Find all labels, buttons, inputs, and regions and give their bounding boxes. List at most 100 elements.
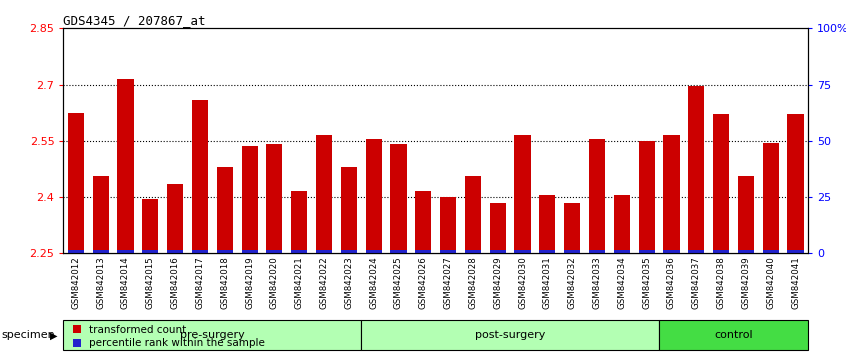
Bar <box>464 176 481 253</box>
Text: GSM842023: GSM842023 <box>344 257 354 309</box>
Text: GSM842030: GSM842030 <box>518 257 527 309</box>
Bar <box>118 79 134 253</box>
Bar <box>341 250 357 253</box>
Bar <box>663 135 679 253</box>
Bar <box>564 202 580 253</box>
Bar <box>316 250 332 253</box>
Bar <box>639 141 655 253</box>
Bar <box>613 250 630 253</box>
Bar <box>659 320 808 350</box>
Bar <box>63 320 361 350</box>
Text: GSM842016: GSM842016 <box>171 257 179 309</box>
Bar <box>92 250 109 253</box>
Text: GSM842018: GSM842018 <box>220 257 229 309</box>
Bar <box>514 250 530 253</box>
Text: specimen: specimen <box>2 330 56 341</box>
Legend: transformed count, percentile rank within the sample: transformed count, percentile rank withi… <box>69 321 270 352</box>
Text: GSM842021: GSM842021 <box>294 257 304 309</box>
Bar <box>415 250 431 253</box>
Bar <box>613 195 630 253</box>
Bar <box>390 250 407 253</box>
Text: GSM842020: GSM842020 <box>270 257 279 309</box>
Text: GSM842038: GSM842038 <box>717 257 726 309</box>
Bar <box>291 250 307 253</box>
Text: GSM842024: GSM842024 <box>369 257 378 309</box>
Bar <box>341 167 357 253</box>
Text: pre-surgery: pre-surgery <box>180 330 244 341</box>
Bar <box>688 250 705 253</box>
Text: GSM842035: GSM842035 <box>642 257 651 309</box>
Bar <box>589 250 605 253</box>
Text: GSM842037: GSM842037 <box>692 257 700 309</box>
Bar <box>217 167 233 253</box>
Text: GSM842026: GSM842026 <box>419 257 428 309</box>
Text: GSM842027: GSM842027 <box>443 257 453 309</box>
Bar <box>639 250 655 253</box>
Bar <box>440 197 456 253</box>
Bar <box>192 99 208 253</box>
Bar <box>266 250 283 253</box>
Bar <box>68 113 84 253</box>
Bar <box>316 135 332 253</box>
Text: GSM842013: GSM842013 <box>96 257 105 309</box>
Text: post-surgery: post-surgery <box>475 330 546 341</box>
Bar <box>688 86 705 253</box>
Text: GSM842041: GSM842041 <box>791 257 800 309</box>
Bar <box>738 176 754 253</box>
Bar <box>514 135 530 253</box>
Bar <box>167 184 184 253</box>
Bar <box>713 114 729 253</box>
Bar <box>365 139 382 253</box>
Bar <box>192 250 208 253</box>
Text: GSM842025: GSM842025 <box>394 257 403 309</box>
Bar <box>564 250 580 253</box>
Text: GSM842039: GSM842039 <box>741 257 750 309</box>
Bar <box>217 250 233 253</box>
Text: control: control <box>714 330 753 341</box>
Text: GSM842014: GSM842014 <box>121 257 130 309</box>
Text: GSM842033: GSM842033 <box>592 257 602 309</box>
Bar <box>539 250 556 253</box>
Text: GSM842032: GSM842032 <box>568 257 577 309</box>
Bar <box>589 139 605 253</box>
Bar <box>92 176 109 253</box>
Bar <box>241 146 258 253</box>
Bar <box>464 250 481 253</box>
Text: ▶: ▶ <box>50 330 58 341</box>
Bar <box>788 114 804 253</box>
Bar <box>539 195 556 253</box>
Bar <box>440 250 456 253</box>
Bar <box>142 199 158 253</box>
Text: GSM842019: GSM842019 <box>245 257 254 309</box>
Text: GSM842028: GSM842028 <box>469 257 477 309</box>
Bar <box>361 320 659 350</box>
Text: GSM842012: GSM842012 <box>71 257 80 309</box>
Text: GSM842029: GSM842029 <box>493 257 503 309</box>
Bar <box>266 144 283 253</box>
Bar <box>291 191 307 253</box>
Bar <box>390 144 407 253</box>
Text: GSM842022: GSM842022 <box>320 257 328 309</box>
Text: GSM842031: GSM842031 <box>543 257 552 309</box>
Bar <box>241 250 258 253</box>
Text: GSM842034: GSM842034 <box>618 257 626 309</box>
Text: GSM842017: GSM842017 <box>195 257 205 309</box>
Bar <box>788 250 804 253</box>
Text: GSM842036: GSM842036 <box>667 257 676 309</box>
Bar <box>762 250 779 253</box>
Bar <box>738 250 754 253</box>
Bar <box>118 250 134 253</box>
Text: GDS4345 / 207867_at: GDS4345 / 207867_at <box>63 14 206 27</box>
Bar <box>490 202 506 253</box>
Bar <box>167 250 184 253</box>
Bar <box>663 250 679 253</box>
Bar <box>415 191 431 253</box>
Bar <box>68 250 84 253</box>
Bar <box>142 250 158 253</box>
Bar <box>490 250 506 253</box>
Bar <box>762 143 779 253</box>
Text: GSM842015: GSM842015 <box>146 257 155 309</box>
Bar <box>713 250 729 253</box>
Bar <box>365 250 382 253</box>
Text: GSM842040: GSM842040 <box>766 257 775 309</box>
